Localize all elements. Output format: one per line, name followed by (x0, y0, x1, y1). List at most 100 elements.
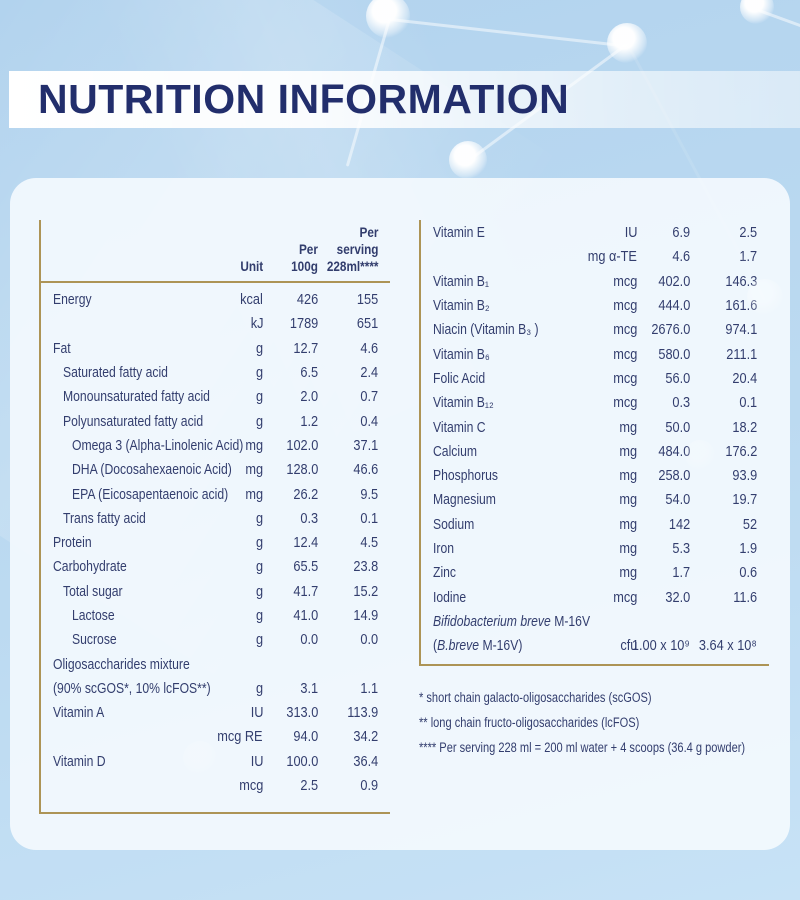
row-label: (90% scGOS*, 10% lcFOS**) (53, 680, 211, 697)
table-row: Sucrose g 0.0 0.0 (41, 628, 390, 652)
row-label: EPA (Eicosapentaenoic acid) (72, 486, 229, 503)
row-per-100g: 313.0 (286, 705, 318, 722)
table-row: Folic Acid mcg 56.0 20.4 (421, 367, 769, 391)
row-unit: g (255, 413, 263, 430)
row-label: Vitamin B₂ (433, 298, 490, 315)
row-label: Phosphorus (433, 468, 499, 485)
table-row: Iron mg 5.3 1.9 (421, 537, 769, 561)
row-unit: IU (250, 753, 263, 770)
row-per-100g: 54.0 (665, 492, 690, 509)
row-per-100g: 2.5 (300, 778, 318, 795)
row-per-100g: 26.2 (293, 486, 318, 503)
row-per-serving: 161.6 (725, 298, 757, 315)
row-label: Lactose (72, 608, 115, 624)
row-per-serving: 113.9 (347, 705, 378, 722)
row-per-serving: 974.1 (725, 322, 757, 339)
row-per-serving: 14.9 (353, 608, 378, 624)
table-row: Magnesium mg 54.0 19.7 (421, 488, 769, 512)
row-unit: mcg (612, 370, 637, 387)
footnote: ** long chain fructo-oligosaccharides (l… (419, 715, 640, 730)
table-row: Monounsaturated fatty acid g 2.0 0.7 (41, 385, 390, 409)
row-per-serving: 9.5 (360, 486, 378, 503)
row-per-serving: 52 (742, 516, 757, 533)
page-title: NUTRITION INFORMATION (38, 76, 570, 122)
footnote: **** Per serving 228 ml = 200 ml water +… (419, 740, 746, 755)
table-row: Vitamin B₁ mcg 402.0 146.3 (421, 270, 769, 294)
row-label: Folic Acid (433, 370, 486, 387)
table-row: Bifidobacterium breve M-16V (421, 610, 769, 634)
header-unit: Unit (240, 258, 263, 274)
row-per-100g: 50.0 (665, 419, 690, 436)
molecule-node-icon (607, 23, 647, 63)
row-per-100g: 6.5 (300, 365, 318, 382)
table-row: EPA (Eicosapentaenoic acid) mg 26.2 9.5 (41, 482, 390, 506)
row-per-serving: 1.7 (739, 249, 757, 266)
row-label: Vitamin B₆ (433, 346, 490, 363)
row-per-serving: 36.4 (353, 753, 378, 770)
row-per-100g: 484.0 (658, 443, 690, 460)
row-per-100g: 94.0 (293, 729, 318, 746)
row-label: Energy (53, 292, 92, 309)
row-unit: kJ (250, 316, 263, 333)
molecule-link (389, 18, 629, 48)
table-row: mcg 2.5 0.9 (41, 774, 390, 798)
row-per-100g: 142 (668, 516, 690, 533)
row-per-100g: 0.3 (672, 395, 690, 412)
table-row: Omega 3 (Alpha-Linolenic Acid) mg 102.0 37.… (41, 434, 390, 458)
row-per-100g: 12.7 (293, 340, 318, 357)
row-unit: mcg (612, 395, 637, 412)
row-unit: mcg RE (217, 729, 263, 746)
row-label: Monounsaturated fatty acid (63, 389, 210, 406)
row-per-100g: 1.2 (300, 413, 318, 430)
nutrition-card: Unit Per 100g Per serving 228ml**** Ener… (10, 178, 790, 850)
row-per-serving: 211.1 (726, 346, 757, 363)
row-label: Magnesium (433, 492, 496, 509)
row-unit: mg (245, 462, 263, 479)
row-per-serving: 1.9 (739, 541, 757, 557)
row-per-100g: 0.0 (300, 632, 318, 649)
row-per-100g: 102.0 (286, 437, 318, 454)
row-per-100g: 12.4 (293, 535, 318, 552)
row-per-100g: 2676.0 (650, 322, 690, 339)
row-unit: g (255, 632, 263, 649)
row-per-serving: 15.2 (353, 583, 378, 600)
row-per-100g: 4.6 (672, 249, 690, 266)
row-label: Omega 3 (Alpha-Linolenic Acid) (72, 437, 244, 454)
row-unit: IU (250, 705, 263, 722)
row-per-serving: 46.6 (353, 462, 378, 479)
row-per-100g: 258.0 (658, 468, 690, 485)
row-per-serving: 3.64 x 10⁸ (699, 638, 757, 655)
row-label: Iron (433, 541, 454, 557)
row-label: Calcium (433, 443, 477, 460)
row-per-100g: 128.0 (286, 462, 318, 479)
row-unit: g (255, 535, 263, 552)
row-label: Saturated fatty acid (63, 365, 168, 382)
table-row: Vitamin E IU 6.9 2.5 (421, 221, 769, 245)
row-unit: mg (619, 443, 637, 460)
row-label: Oligosaccharides mixture (53, 656, 190, 673)
row-per-100g: 100.0 (286, 753, 318, 770)
row-unit: g (255, 510, 263, 527)
row-per-serving: 146.3 (725, 273, 757, 290)
table-row: Vitamin D IU 100.0 36.4 (41, 750, 390, 774)
row-per-100g: 5.3 (672, 541, 690, 557)
row-per-100g: 580.0 (658, 346, 690, 363)
row-per-serving: 11.6 (733, 589, 757, 606)
title-band: NUTRITION INFORMATION (9, 71, 800, 128)
row-per-serving: 19.7 (732, 492, 757, 509)
row-per-serving: 4.6 (360, 340, 378, 357)
table-row: (B.breve M-16V) cfu 1.00 x 10⁹ 3.64 x 10⁸ (421, 634, 769, 658)
row-label (53, 316, 213, 332)
row-per-serving: 2.5 (739, 225, 757, 242)
row-per-100g: 6.9 (672, 225, 690, 242)
row-per-100g: 1.7 (672, 565, 690, 582)
row-per-100g: 444.0 (658, 298, 690, 315)
row-per-serving: 0.7 (360, 389, 378, 406)
molecule-node-icon (449, 141, 487, 179)
table-row: Lactose g 41.0 14.9 (41, 604, 390, 628)
row-unit: g (255, 583, 263, 600)
row-unit: mg (245, 437, 263, 454)
table-row: Vitamin B₁₂ mcg 0.3 0.1 (421, 391, 769, 415)
table-row: mg α-TE 4.6 1.7 (421, 245, 769, 269)
